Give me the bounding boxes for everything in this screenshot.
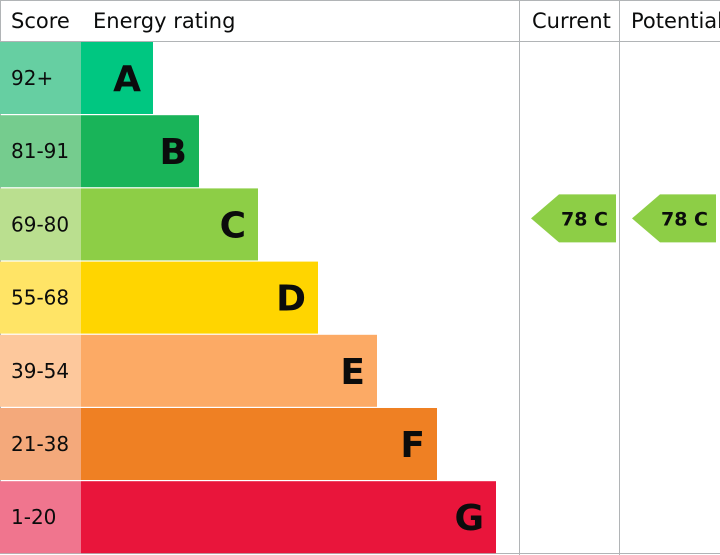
potential-rating-label: 78 C	[661, 208, 708, 230]
score-cell-e	[0, 334, 81, 407]
current-header: Current	[532, 9, 611, 33]
score-cell-a	[0, 42, 81, 114]
band-bar-f	[81, 408, 437, 480]
current-rating-label: 78 C	[561, 208, 608, 230]
band-letter-e: E	[340, 352, 365, 393]
score-label-d: 55-68	[11, 286, 69, 310]
score-label-g: 1-20	[11, 505, 56, 529]
score-label-f: 21-38	[11, 432, 69, 456]
current-arrow	[531, 194, 616, 243]
rating-arrows: 78 C 78 C	[531, 194, 716, 243]
band-letter-d: D	[276, 279, 306, 320]
score-cell-f	[0, 408, 81, 480]
score-label-a: 92+	[11, 66, 53, 90]
score-cell-d	[0, 261, 81, 334]
band-bar-c	[81, 188, 258, 261]
potential-arrow	[632, 194, 716, 243]
score-cell-c	[0, 188, 81, 261]
band-bar-a	[81, 42, 153, 114]
score-label-b: 81-91	[11, 139, 69, 163]
band-letter-c: C	[220, 205, 246, 246]
rating-bands: 92+ A 81-91 B 69-80 C 55-68 D 39-54 E 21-38 F 1-20 G	[0, 42, 496, 554]
band-letter-a: A	[113, 59, 141, 100]
energy-rating-header: Energy rating	[93, 9, 235, 33]
score-label-e: 39-54	[11, 359, 69, 383]
band-bar-e	[81, 334, 377, 407]
band-bar-b	[81, 115, 199, 188]
score-cell-b	[0, 115, 81, 188]
band-bar-g	[81, 481, 496, 554]
band-bar-d	[81, 261, 318, 334]
score-cell-g	[0, 481, 81, 554]
band-letter-f: F	[400, 425, 425, 466]
score-label-c: 69-80	[11, 212, 69, 236]
score-header: Score	[11, 9, 70, 33]
band-letter-g: G	[454, 498, 484, 539]
band-letter-b: B	[160, 132, 187, 173]
potential-header: Potential	[631, 9, 720, 33]
